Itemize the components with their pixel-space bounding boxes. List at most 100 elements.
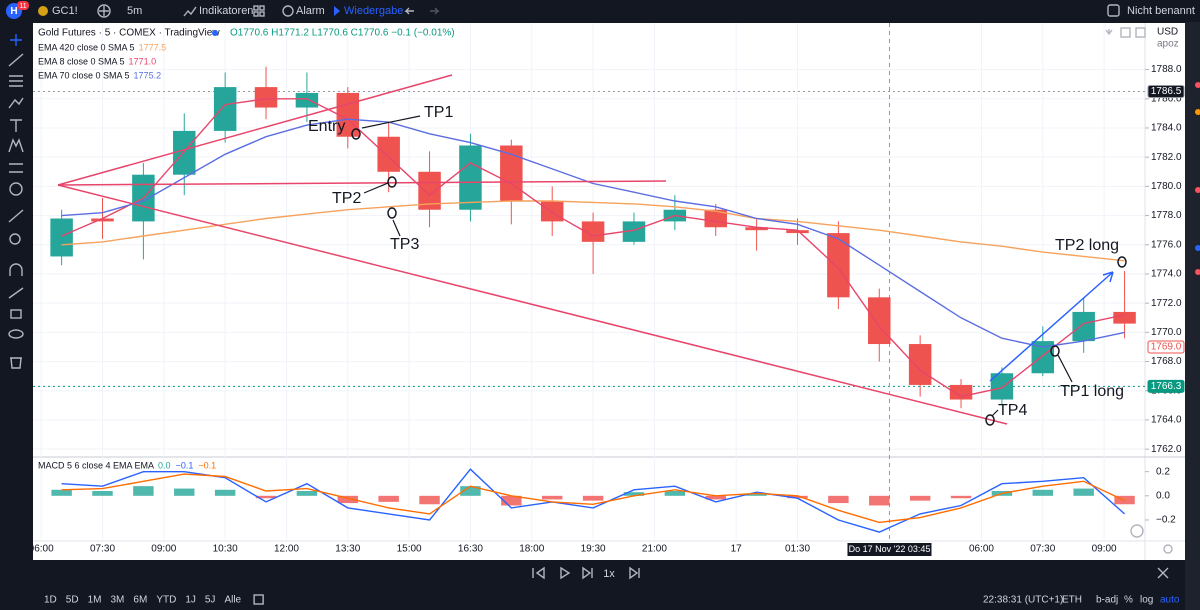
watchlist-dot [1195,187,1200,193]
scale-mode[interactable]: apoz [1157,39,1179,50]
histogram-bar [419,495,440,505]
drawing-tools [8,34,24,369]
range-button[interactable]: YTD [156,595,176,606]
measure-tool[interactable] [8,209,24,223]
alarm-button[interactable]: Alarm [296,5,325,17]
x-tick-label: 09:00 [151,544,176,555]
symbol[interactable]: GC1! [52,5,78,17]
range-button[interactable]: 1J [185,595,196,606]
price-tag-label: 1786.5 [1151,86,1182,97]
replay-button[interactable]: Wiedergabe [344,5,403,17]
annotation: TP2 long [1055,237,1119,254]
scale-option[interactable]: log [1140,595,1153,606]
x-tick-label: 07:30 [90,544,115,555]
horizontal-line[interactable] [57,180,667,186]
watchlist-dot [1195,82,1200,88]
target-marker [387,207,397,219]
prediction-tool[interactable] [9,163,23,173]
pane-action[interactable] [1120,27,1131,38]
delete-tool[interactable] [10,357,22,369]
layout-icon [259,5,265,11]
range-button[interactable]: 5J [205,595,216,606]
scroll-button[interactable] [1130,524,1144,538]
visibility-tool[interactable] [8,329,24,339]
scale-option[interactable]: % [1124,595,1133,606]
histogram-bar [255,495,277,499]
pane-action[interactable] [1135,27,1146,38]
replay-bar [33,560,1185,587]
range-button[interactable]: 6M [133,595,147,606]
stay-drawing-tool[interactable] [8,287,24,299]
redo-icon[interactable] [430,7,440,15]
histogram-bar [623,492,645,496]
candle-body [540,200,564,222]
legend-name: EMA 8 close 0 SMA 5 [38,56,125,66]
replay-speed[interactable]: 1x [603,568,615,580]
legend-value: 1771.0 [129,56,157,66]
layout-name[interactable]: Nicht benannt [1127,5,1195,17]
arrow-line[interactable] [989,271,1114,382]
save-checkbox[interactable] [1107,4,1120,17]
price-tag [1147,84,1185,98]
histogram-bar [133,486,154,496]
indicators-button[interactable]: Indikatoren [199,5,253,17]
range-button[interactable]: 1D [44,595,57,606]
crosshair-tool[interactable] [10,34,22,46]
legend-value: 1775.2 [134,70,162,80]
chart-area[interactable] [33,23,1185,560]
y-tick-label: 1770.0 [1151,327,1182,338]
ema-line [61,200,1125,262]
range-button[interactable]: Alle [224,595,241,606]
trend-line[interactable] [57,184,1008,425]
fib-tool[interactable] [9,75,23,87]
right-sidebar [1185,22,1200,610]
range-button[interactable]: 3M [111,595,125,606]
zoom-tool[interactable] [9,233,21,245]
add-symbol-icon[interactable] [99,6,109,16]
range-button[interactable]: 1M [88,595,102,606]
interval[interactable]: 5m [127,5,142,17]
pane-action[interactable] [1105,29,1113,36]
histogram-bar [950,495,972,499]
icon-tool[interactable] [9,182,23,196]
annotation: TP3 [390,236,419,253]
candle-body [990,373,1014,400]
settings-button[interactable] [1163,544,1173,554]
replay-play[interactable] [560,566,571,580]
y-tick-label: 1786.0 [1151,93,1182,104]
currency[interactable]: USD [1157,27,1178,38]
undo-icon[interactable] [404,7,414,15]
replay-step[interactable] [582,566,593,580]
scale-option[interactable]: auto [1160,595,1180,606]
annotation: TP2 [332,190,361,207]
candle-body [622,221,646,242]
line-tool[interactable] [8,53,24,67]
histogram-bar [1073,488,1094,496]
histogram-bar [174,488,195,496]
replay-jump[interactable] [629,566,640,580]
layout-icon[interactable] [253,5,259,11]
replay-close[interactable] [1157,567,1169,579]
arrow-head [1102,271,1114,283]
text-tool[interactable] [10,119,22,132]
drawings [57,74,1127,426]
replay-start[interactable] [532,566,545,580]
annotation: TP4 [998,402,1027,419]
range-button[interactable]: 5D [66,595,79,606]
scale-option[interactable]: ETH [1062,595,1082,606]
scale-option[interactable]: b-adj [1096,595,1118,606]
brush-tool[interactable] [8,97,24,109]
x-tick-label: 07:30 [1030,544,1055,555]
lock-tool[interactable] [10,309,22,319]
date-range-icon[interactable] [253,594,264,605]
candle-body [459,145,482,210]
macd-line [61,473,1125,524]
candle-body [91,218,114,222]
macd-line [61,468,1126,533]
candle-body [173,130,196,175]
wedge-line[interactable] [57,74,453,186]
histogram-bar [664,490,686,496]
pattern-tool[interactable] [8,138,24,153]
annotation: TP1 [424,104,453,121]
magnet-tool[interactable] [9,263,23,276]
